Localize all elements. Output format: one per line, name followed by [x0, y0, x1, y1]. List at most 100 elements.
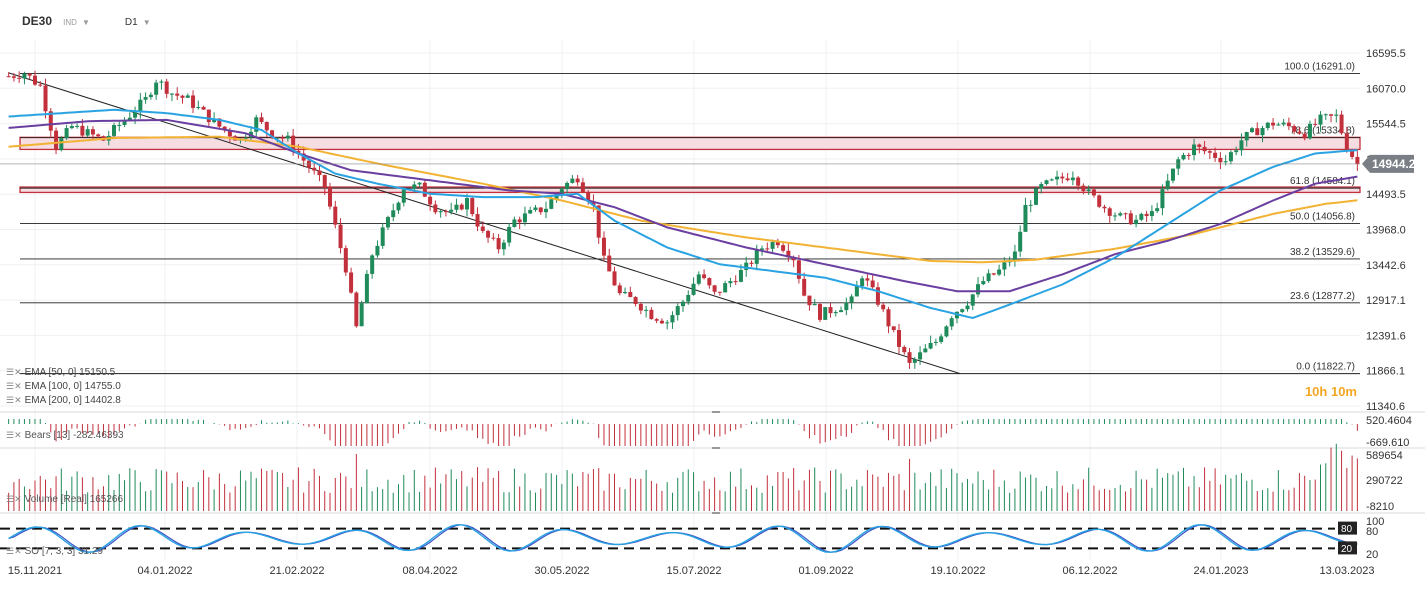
settings-close-icon[interactable]: ☰✕	[6, 381, 22, 391]
y-tick-label: 12391.6	[1366, 330, 1406, 342]
y-tick-label: 11340.6	[1366, 401, 1405, 413]
candle-body	[1139, 213, 1144, 220]
candle-body	[760, 248, 765, 250]
settings-close-icon[interactable]: ☰✕	[6, 546, 22, 556]
x-tick-label: 24.01.2023	[1193, 565, 1248, 577]
candle-body	[1018, 231, 1023, 252]
candle-body	[970, 294, 975, 306]
panel-resize-handle	[712, 512, 720, 514]
candle-body	[1128, 213, 1133, 225]
candle-body	[839, 310, 844, 313]
candle-body	[454, 204, 459, 210]
y-tick-label: 16070.0	[1366, 83, 1406, 95]
settings-close-icon[interactable]: ☰✕	[6, 395, 22, 405]
chevron-down-icon[interactable]: ▼	[81, 18, 90, 27]
candle-body	[1055, 176, 1060, 180]
candle-body	[43, 85, 48, 112]
stoch-legend[interactable]: ☰✕ SO [7, 3, 3] 31.29	[6, 546, 103, 557]
candle-body	[865, 278, 870, 281]
x-tick-label: 04.01.2022	[137, 565, 192, 577]
candle-body	[412, 184, 417, 189]
candle-body	[117, 124, 122, 126]
candle-body	[1281, 122, 1286, 125]
panel-resize-handle	[712, 411, 720, 413]
candle-body	[591, 201, 596, 206]
candle-body	[380, 227, 385, 246]
candle-body	[812, 304, 817, 306]
candle-body	[512, 219, 517, 227]
candle-body	[296, 150, 301, 154]
candle-body	[1039, 183, 1044, 189]
candle-body	[264, 122, 269, 131]
candle-body	[354, 292, 359, 327]
fib-label: 50.0 (14056.8)	[1290, 212, 1355, 223]
volume-panel: 589654 290722 -8210	[8, 443, 1403, 513]
volume-tick: 589654	[1366, 450, 1403, 462]
candle-body	[665, 322, 670, 324]
candle-body	[617, 285, 622, 294]
candle-body	[338, 224, 343, 249]
ema100-legend[interactable]: ☰✕ EMA [100, 0] 14755.0	[6, 381, 121, 392]
candle-body	[533, 207, 538, 211]
candle-body	[544, 208, 549, 213]
candle-body	[275, 137, 280, 139]
candle-body	[1313, 123, 1318, 125]
settings-close-icon[interactable]: ☰✕	[6, 367, 22, 377]
candle-body	[870, 280, 875, 288]
candle-body	[11, 76, 16, 78]
x-tick-label: 01.09.2022	[798, 565, 853, 577]
candle-body	[923, 348, 928, 353]
candle-body	[1107, 208, 1112, 216]
candle-body	[428, 196, 433, 205]
candle-body	[217, 118, 222, 127]
ema50-legend[interactable]: ☰✕ EMA [50, 0] 15150.5	[6, 367, 115, 378]
candle-body	[391, 210, 396, 218]
timeframe-label[interactable]: D1	[124, 17, 138, 28]
candle-body	[80, 125, 85, 136]
candle-body	[90, 129, 95, 135]
candle-body	[1218, 157, 1223, 163]
candle-body	[206, 109, 211, 123]
settings-close-icon[interactable]: ☰✕	[6, 494, 22, 504]
ema50-label: EMA [50, 0] 15150.5	[24, 367, 116, 378]
candle-body	[227, 130, 232, 137]
candle-body	[1155, 208, 1160, 212]
candle-body	[112, 125, 117, 136]
trendline[interactable]	[8, 72, 961, 375]
candle-body	[1329, 114, 1334, 116]
candle-body	[133, 112, 138, 118]
current-price-badge	[1362, 154, 1414, 173]
panel-resize-handle	[712, 447, 720, 449]
volume-tick: 290722	[1366, 475, 1403, 487]
candle-body	[1028, 204, 1033, 206]
chevron-down-icon[interactable]: ▼	[142, 18, 151, 27]
candle-body	[254, 117, 259, 132]
candle-body	[712, 285, 717, 292]
settings-close-icon[interactable]: ☰✕	[6, 430, 22, 440]
candle-body	[1049, 179, 1054, 181]
candle-body	[27, 73, 32, 76]
y-tick-label: 11866.1	[1366, 366, 1405, 378]
bears-legend[interactable]: ☰✕ Bears [13] -282.46393	[6, 430, 124, 441]
candle-body	[902, 346, 907, 353]
symbol-label[interactable]: DE30	[22, 14, 53, 28]
candle-body	[907, 352, 912, 363]
candle-body	[459, 204, 464, 210]
candle-body	[164, 81, 169, 94]
current-price-value: 14944.2	[1372, 157, 1416, 171]
candle-body	[575, 178, 580, 183]
candle-body	[554, 194, 559, 200]
candle-body	[1192, 144, 1197, 156]
candle-body	[723, 283, 728, 293]
candle-body	[180, 95, 185, 98]
ema200-legend[interactable]: ☰✕ EMA [200, 0] 14402.8	[6, 395, 121, 406]
volume-legend[interactable]: ☰✕ Volume [Real] 165266	[6, 494, 123, 505]
x-tick-label: 13.03.2023	[1319, 565, 1374, 577]
x-tick-label: 06.12.2022	[1062, 565, 1117, 577]
fib-label: 78.6 (15334.8)	[1290, 126, 1355, 137]
candle-body	[522, 213, 527, 223]
candle-body	[1091, 189, 1096, 196]
resistance-zone	[19, 136, 1361, 151]
candle-body	[1144, 213, 1149, 217]
